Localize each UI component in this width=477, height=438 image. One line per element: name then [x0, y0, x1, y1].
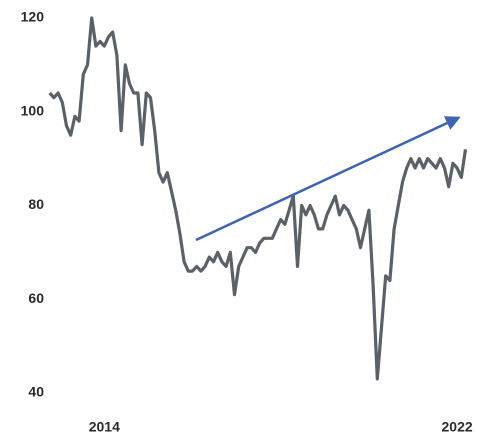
x-tick-label: 2022 [442, 419, 473, 435]
trend-arrow [195, 116, 461, 242]
data-line [48, 16, 468, 381]
x-tick-label: 2014 [89, 419, 120, 435]
y-tick-label: 120 [21, 9, 45, 25]
y-tick-label: 80 [28, 196, 44, 212]
y-tick-label: 100 [21, 102, 45, 118]
y-tick-label: 60 [28, 290, 44, 306]
y-tick-label: 40 [28, 384, 44, 400]
